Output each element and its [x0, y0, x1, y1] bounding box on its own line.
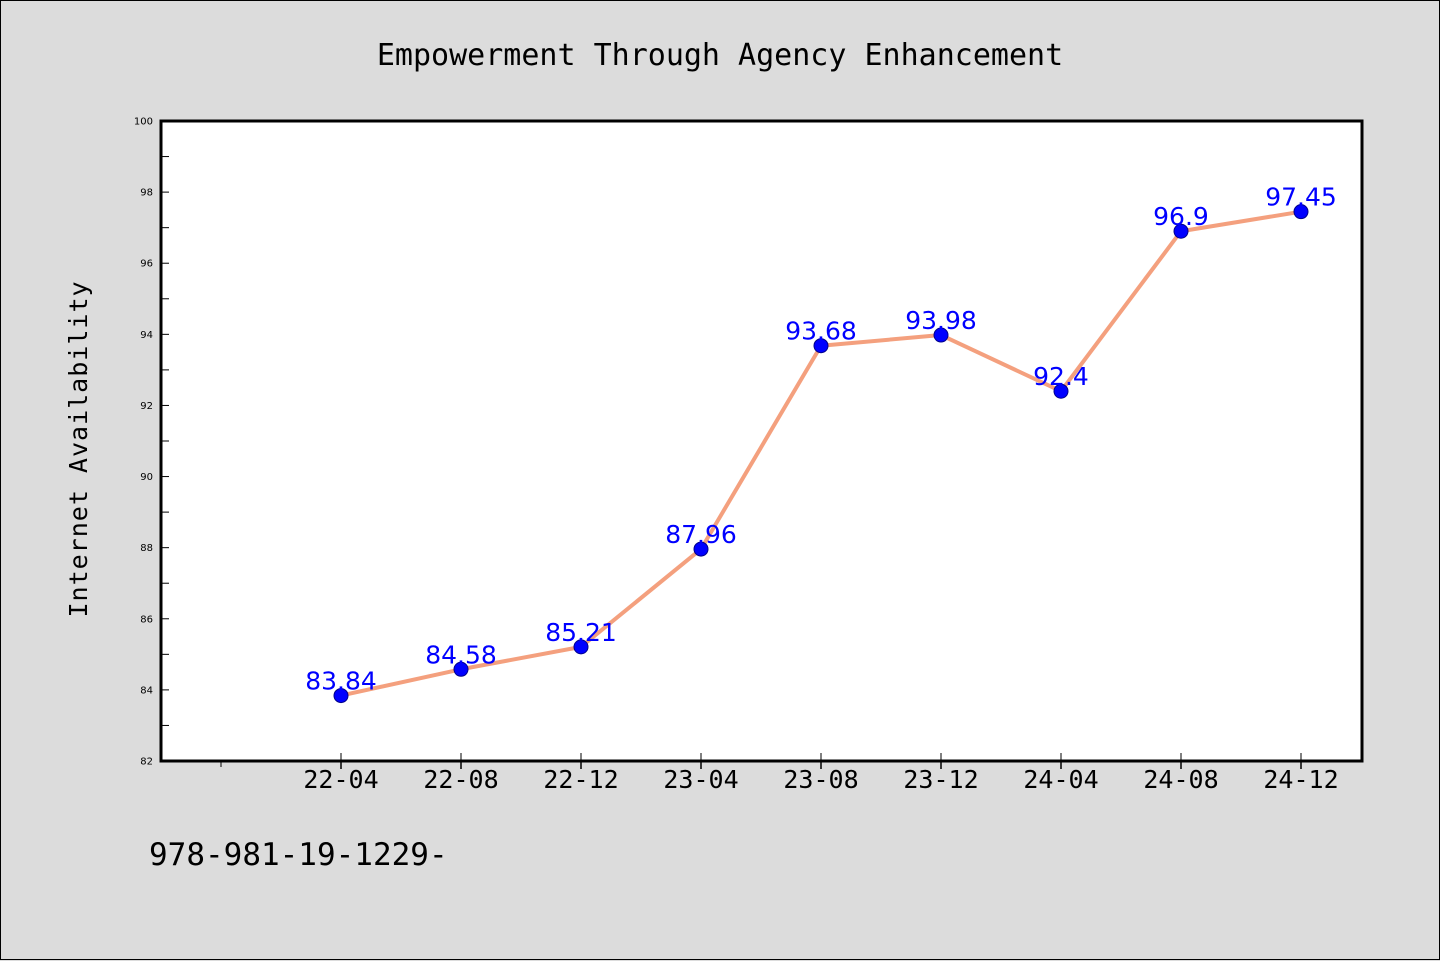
footer-code: 978-981-19-1229- — [149, 837, 448, 873]
data-point — [693, 541, 709, 557]
y-tick-label: 92 — [140, 401, 153, 412]
data-label: 97.45 — [1265, 183, 1337, 212]
plot-border — [159, 119, 1364, 763]
data-point — [453, 661, 469, 677]
data-label: 93.98 — [905, 306, 977, 335]
data-point — [333, 688, 349, 704]
x-tick-label: 22-08 — [423, 765, 498, 794]
x-tick-label: 23-12 — [903, 765, 978, 794]
y-tick-label: 88 — [140, 543, 153, 554]
x-tick-label: 23-08 — [783, 765, 858, 794]
data-label: 93.68 — [785, 317, 857, 346]
x-tick-label: 24-08 — [1143, 765, 1218, 794]
y-tick-label: 96 — [140, 259, 153, 270]
y-tick-label: 98 — [140, 188, 153, 199]
x-tick-label: 22-12 — [543, 765, 618, 794]
data-point — [573, 639, 589, 655]
data-point — [1053, 383, 1069, 399]
y-tick-label: 82 — [140, 757, 153, 768]
data-label: 83.84 — [305, 667, 377, 696]
y-axis-label: Internet Availability — [64, 280, 93, 617]
data-label: 96.9 — [1153, 202, 1209, 231]
y-tick-label: 90 — [140, 472, 153, 483]
data-label: 87.96 — [665, 520, 737, 549]
series — [333, 204, 1309, 704]
data-point — [1293, 204, 1309, 220]
y-tick-label: 94 — [140, 330, 153, 341]
x-tick-label: 22-04 — [303, 765, 378, 794]
data-point — [933, 327, 949, 343]
plot-area — [161, 121, 1362, 761]
y-tick-label: 100 — [134, 117, 153, 128]
data-labels: 83.84 84.58 85.21 87.96 93.68 93.98 92.4 96.9 97… — [305, 183, 1337, 696]
data-point — [813, 338, 829, 354]
data-label: 92.4 — [1033, 362, 1089, 391]
x-tick-label: 24-12 — [1263, 765, 1338, 794]
axis-ticks: 82 84 86 88 90 92 94 96 98 100 22-04 22-08 22-12 23-0… — [134, 117, 1339, 795]
x-tick-label: 23-04 — [663, 765, 738, 794]
y-tick-label: 86 — [140, 614, 153, 625]
data-label: 84.58 — [425, 640, 497, 669]
y-tick-label: 84 — [140, 685, 153, 696]
data-label: 85.21 — [545, 618, 617, 647]
data-point — [1173, 223, 1189, 239]
x-tick-label: 24-04 — [1023, 765, 1098, 794]
chart-title: Empowerment Through Agency Enhancement — [377, 38, 1063, 73]
